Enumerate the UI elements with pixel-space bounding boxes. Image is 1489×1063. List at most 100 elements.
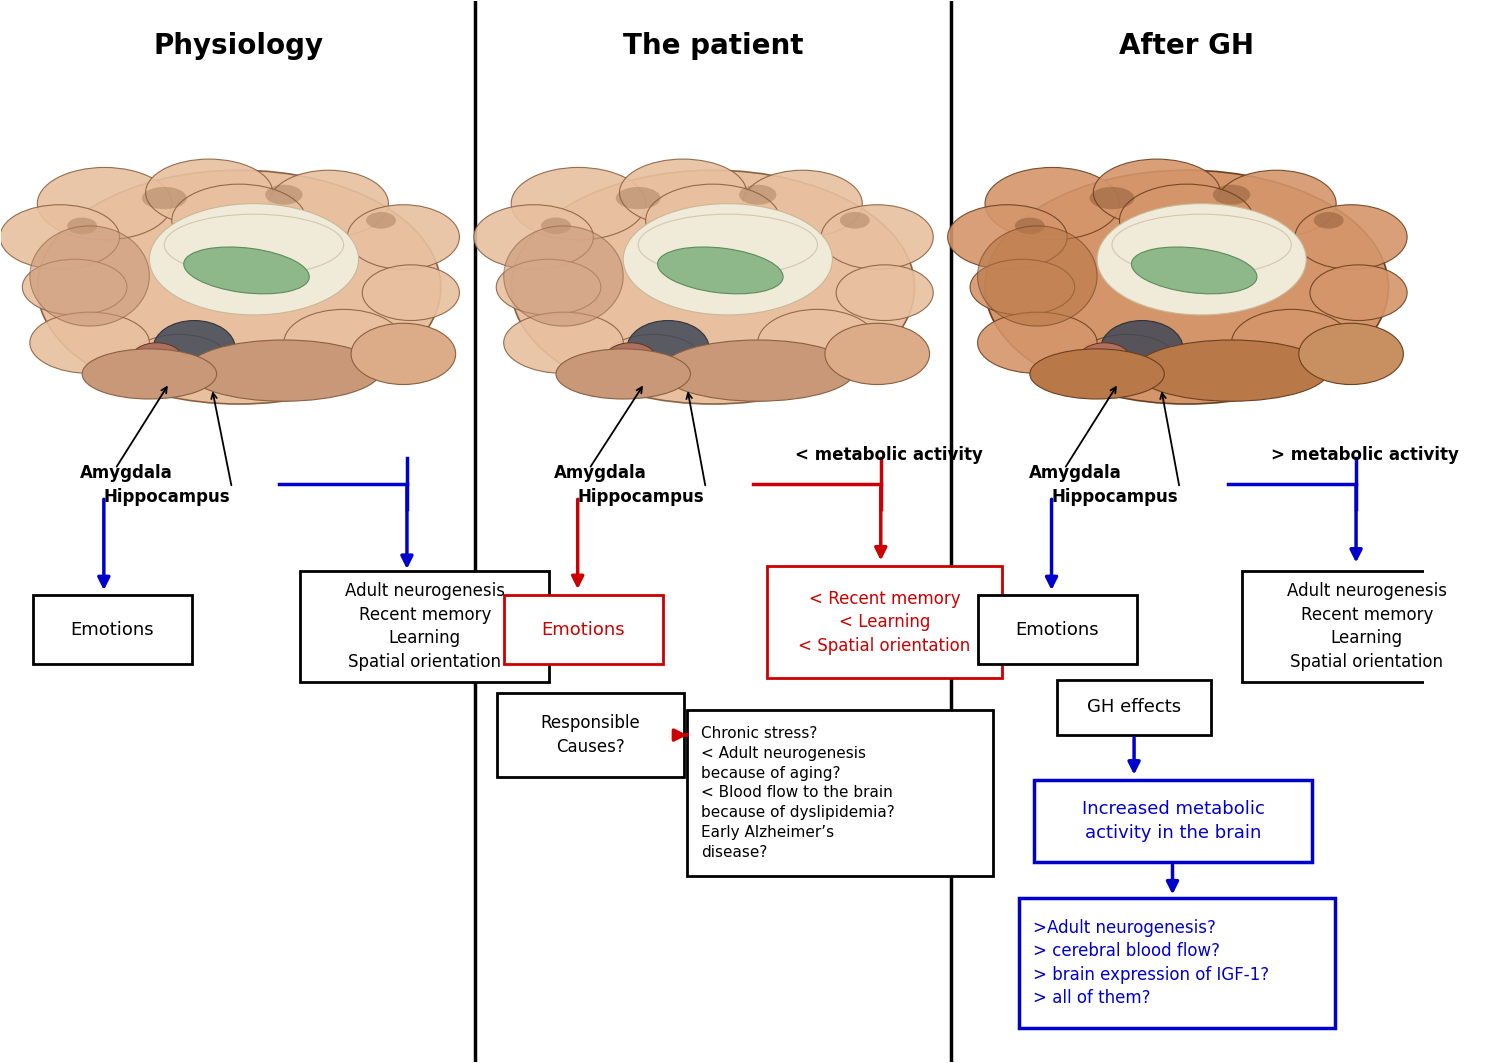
Ellipse shape (840, 212, 870, 229)
Ellipse shape (605, 335, 701, 385)
Text: After GH: After GH (1120, 32, 1254, 60)
Ellipse shape (265, 185, 302, 205)
Ellipse shape (661, 340, 855, 401)
Ellipse shape (1132, 247, 1257, 293)
Ellipse shape (30, 226, 149, 326)
Ellipse shape (1231, 309, 1351, 376)
Ellipse shape (1295, 205, 1407, 269)
FancyBboxPatch shape (503, 595, 663, 664)
Text: Emotions: Emotions (542, 621, 625, 639)
Text: < Recent memory
< Learning
< Spatial orientation: < Recent memory < Learning < Spatial ori… (798, 590, 971, 655)
Text: Hippocampus: Hippocampus (1051, 488, 1178, 506)
FancyBboxPatch shape (497, 693, 685, 777)
Ellipse shape (1030, 349, 1164, 399)
Ellipse shape (496, 259, 602, 315)
Ellipse shape (131, 342, 183, 376)
Text: Chronic stress?
< Adult neurogenesis
because of aging?
< Blood flow to the brain: Chronic stress? < Adult neurogenesis bec… (701, 726, 895, 860)
Ellipse shape (366, 212, 396, 229)
Ellipse shape (1298, 323, 1403, 385)
FancyBboxPatch shape (33, 595, 192, 664)
Ellipse shape (362, 265, 460, 321)
Ellipse shape (978, 226, 1097, 326)
Ellipse shape (347, 205, 460, 269)
Ellipse shape (627, 321, 709, 376)
Ellipse shape (30, 313, 149, 373)
Ellipse shape (947, 205, 1068, 269)
Text: Adult neurogenesis
Recent memory
Learning
Spatial orientation: Adult neurogenesis Recent memory Learnin… (1286, 581, 1447, 671)
Text: > metabolic activity: > metabolic activity (1270, 446, 1459, 465)
Ellipse shape (758, 309, 877, 376)
Ellipse shape (825, 323, 929, 385)
Ellipse shape (1310, 265, 1407, 321)
Ellipse shape (1078, 342, 1130, 376)
Ellipse shape (146, 159, 272, 226)
Ellipse shape (1097, 204, 1306, 315)
Ellipse shape (351, 323, 456, 385)
Ellipse shape (616, 187, 661, 209)
Ellipse shape (1120, 184, 1254, 256)
Ellipse shape (1093, 159, 1221, 226)
Ellipse shape (624, 204, 832, 315)
Text: Physiology: Physiology (153, 32, 325, 60)
Ellipse shape (978, 313, 1097, 373)
Ellipse shape (639, 215, 817, 275)
Ellipse shape (511, 170, 914, 404)
Ellipse shape (555, 349, 691, 399)
FancyBboxPatch shape (688, 710, 993, 876)
Ellipse shape (503, 226, 624, 326)
Ellipse shape (541, 218, 570, 234)
Ellipse shape (837, 265, 934, 321)
Ellipse shape (270, 170, 389, 237)
Ellipse shape (164, 215, 344, 275)
Ellipse shape (743, 170, 862, 237)
FancyBboxPatch shape (1035, 779, 1312, 862)
Text: Increased metabolic
activity in the brain: Increased metabolic activity in the brai… (1083, 800, 1264, 842)
Text: GH effects: GH effects (1087, 698, 1181, 716)
Ellipse shape (986, 168, 1120, 240)
FancyBboxPatch shape (1242, 571, 1489, 682)
Ellipse shape (284, 309, 404, 376)
FancyBboxPatch shape (301, 571, 549, 682)
Ellipse shape (658, 247, 783, 293)
Text: Hippocampus: Hippocampus (104, 488, 231, 506)
Ellipse shape (605, 342, 657, 376)
Text: Emotions: Emotions (70, 621, 155, 639)
Ellipse shape (82, 349, 216, 399)
FancyBboxPatch shape (1018, 898, 1334, 1028)
Ellipse shape (1078, 335, 1175, 385)
Ellipse shape (153, 321, 235, 376)
Text: Hippocampus: Hippocampus (578, 488, 704, 506)
Ellipse shape (474, 205, 593, 269)
Ellipse shape (22, 259, 127, 315)
Text: Amygdala: Amygdala (79, 465, 173, 483)
Ellipse shape (186, 340, 381, 401)
FancyBboxPatch shape (1057, 680, 1211, 735)
Ellipse shape (37, 170, 441, 404)
Ellipse shape (503, 313, 624, 373)
Ellipse shape (969, 259, 1075, 315)
FancyBboxPatch shape (978, 595, 1138, 664)
Text: Responsible
Causes?: Responsible Causes? (541, 714, 640, 756)
Text: Adult neurogenesis
Recent memory
Learning
Spatial orientation: Adult neurogenesis Recent memory Learnin… (345, 581, 505, 671)
Text: Amygdala: Amygdala (1029, 465, 1121, 483)
Ellipse shape (646, 184, 780, 256)
Ellipse shape (149, 204, 359, 315)
Ellipse shape (511, 168, 646, 240)
FancyBboxPatch shape (767, 567, 1002, 678)
Text: >Adult neurogenesis?
> cerebral blood flow?
> brain expression of IGF-1?
> all o: >Adult neurogenesis? > cerebral blood fl… (1033, 918, 1269, 1008)
Ellipse shape (1090, 187, 1135, 209)
Ellipse shape (1135, 340, 1328, 401)
Ellipse shape (171, 184, 307, 256)
Ellipse shape (1313, 212, 1343, 229)
Ellipse shape (0, 205, 119, 269)
Ellipse shape (1100, 321, 1182, 376)
Ellipse shape (183, 247, 310, 293)
Ellipse shape (822, 205, 934, 269)
Ellipse shape (619, 159, 746, 226)
Ellipse shape (131, 335, 228, 385)
Text: < metabolic activity: < metabolic activity (795, 446, 983, 465)
Ellipse shape (1112, 215, 1291, 275)
Ellipse shape (986, 170, 1388, 404)
Text: Amygdala: Amygdala (554, 465, 646, 483)
Ellipse shape (1214, 185, 1251, 205)
